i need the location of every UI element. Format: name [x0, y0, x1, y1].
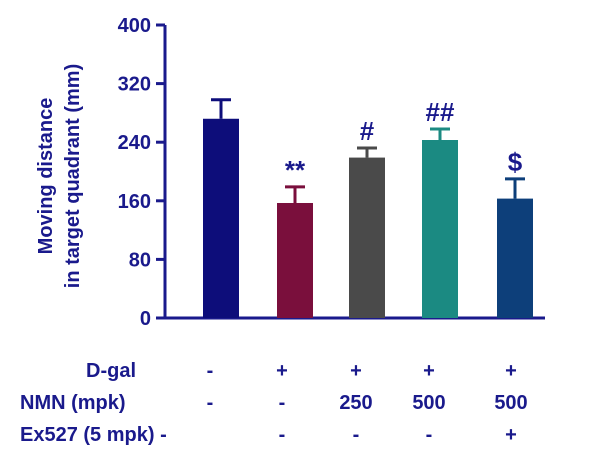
- y-axis-title-line-1: Moving distance: [35, 98, 57, 255]
- significance-annotation: ##: [426, 97, 455, 127]
- y-tick-label: 160: [118, 191, 151, 213]
- treatment-value: +: [505, 424, 517, 446]
- treatment-value: -: [426, 424, 433, 446]
- treatment-value: -: [279, 392, 286, 414]
- treatment-value: 500: [494, 392, 527, 414]
- bars: **###$: [203, 97, 533, 318]
- treatment-row-label: D-gal: [86, 360, 136, 382]
- y-axis-title: Moving distance in target quadrant (mm): [35, 64, 84, 288]
- treatment-row-label: Ex527 (5 mpk) -: [20, 424, 167, 446]
- bar-group: #: [349, 116, 385, 318]
- treatment-value: -: [207, 392, 214, 414]
- y-tick-label: 400: [118, 15, 151, 37]
- treatment-value: +: [505, 360, 517, 382]
- y-tick-label: 80: [129, 249, 151, 271]
- bar-group: $: [497, 147, 533, 318]
- bar: [422, 140, 458, 318]
- bar-group: ##: [422, 97, 458, 318]
- y-tick-label: 320: [118, 74, 151, 96]
- significance-annotation: #: [360, 116, 375, 146]
- treatment-value: +: [350, 360, 362, 382]
- y-tick-label: 240: [118, 132, 151, 154]
- treatment-value: 500: [412, 392, 445, 414]
- y-tick-label: 0: [140, 308, 151, 330]
- bar: [203, 118, 239, 318]
- treatment-value: -: [207, 360, 214, 382]
- treatment-table: D-gal - + + + + NMN (mpk) - - 250 500 500 Ex527 (5 m…: [20, 360, 528, 446]
- bar: [277, 202, 313, 318]
- treatment-row-label: NMN (mpk): [20, 392, 126, 414]
- significance-annotation: **: [285, 155, 306, 185]
- significance-annotation: $: [508, 147, 523, 177]
- treatment-value: -: [353, 424, 360, 446]
- y-axis-title-line-2: in target quadrant (mm): [62, 64, 84, 288]
- treatment-value: +: [423, 360, 435, 382]
- treatment-value: -: [279, 424, 286, 446]
- bar: [349, 157, 385, 318]
- y-axis: 0 80 160 240 320 400: [118, 15, 167, 330]
- treatment-value: 250: [339, 392, 372, 414]
- treatment-value: +: [276, 360, 288, 382]
- bar-group: [203, 98, 239, 318]
- bar-group: **: [277, 155, 313, 318]
- bar: [497, 198, 533, 318]
